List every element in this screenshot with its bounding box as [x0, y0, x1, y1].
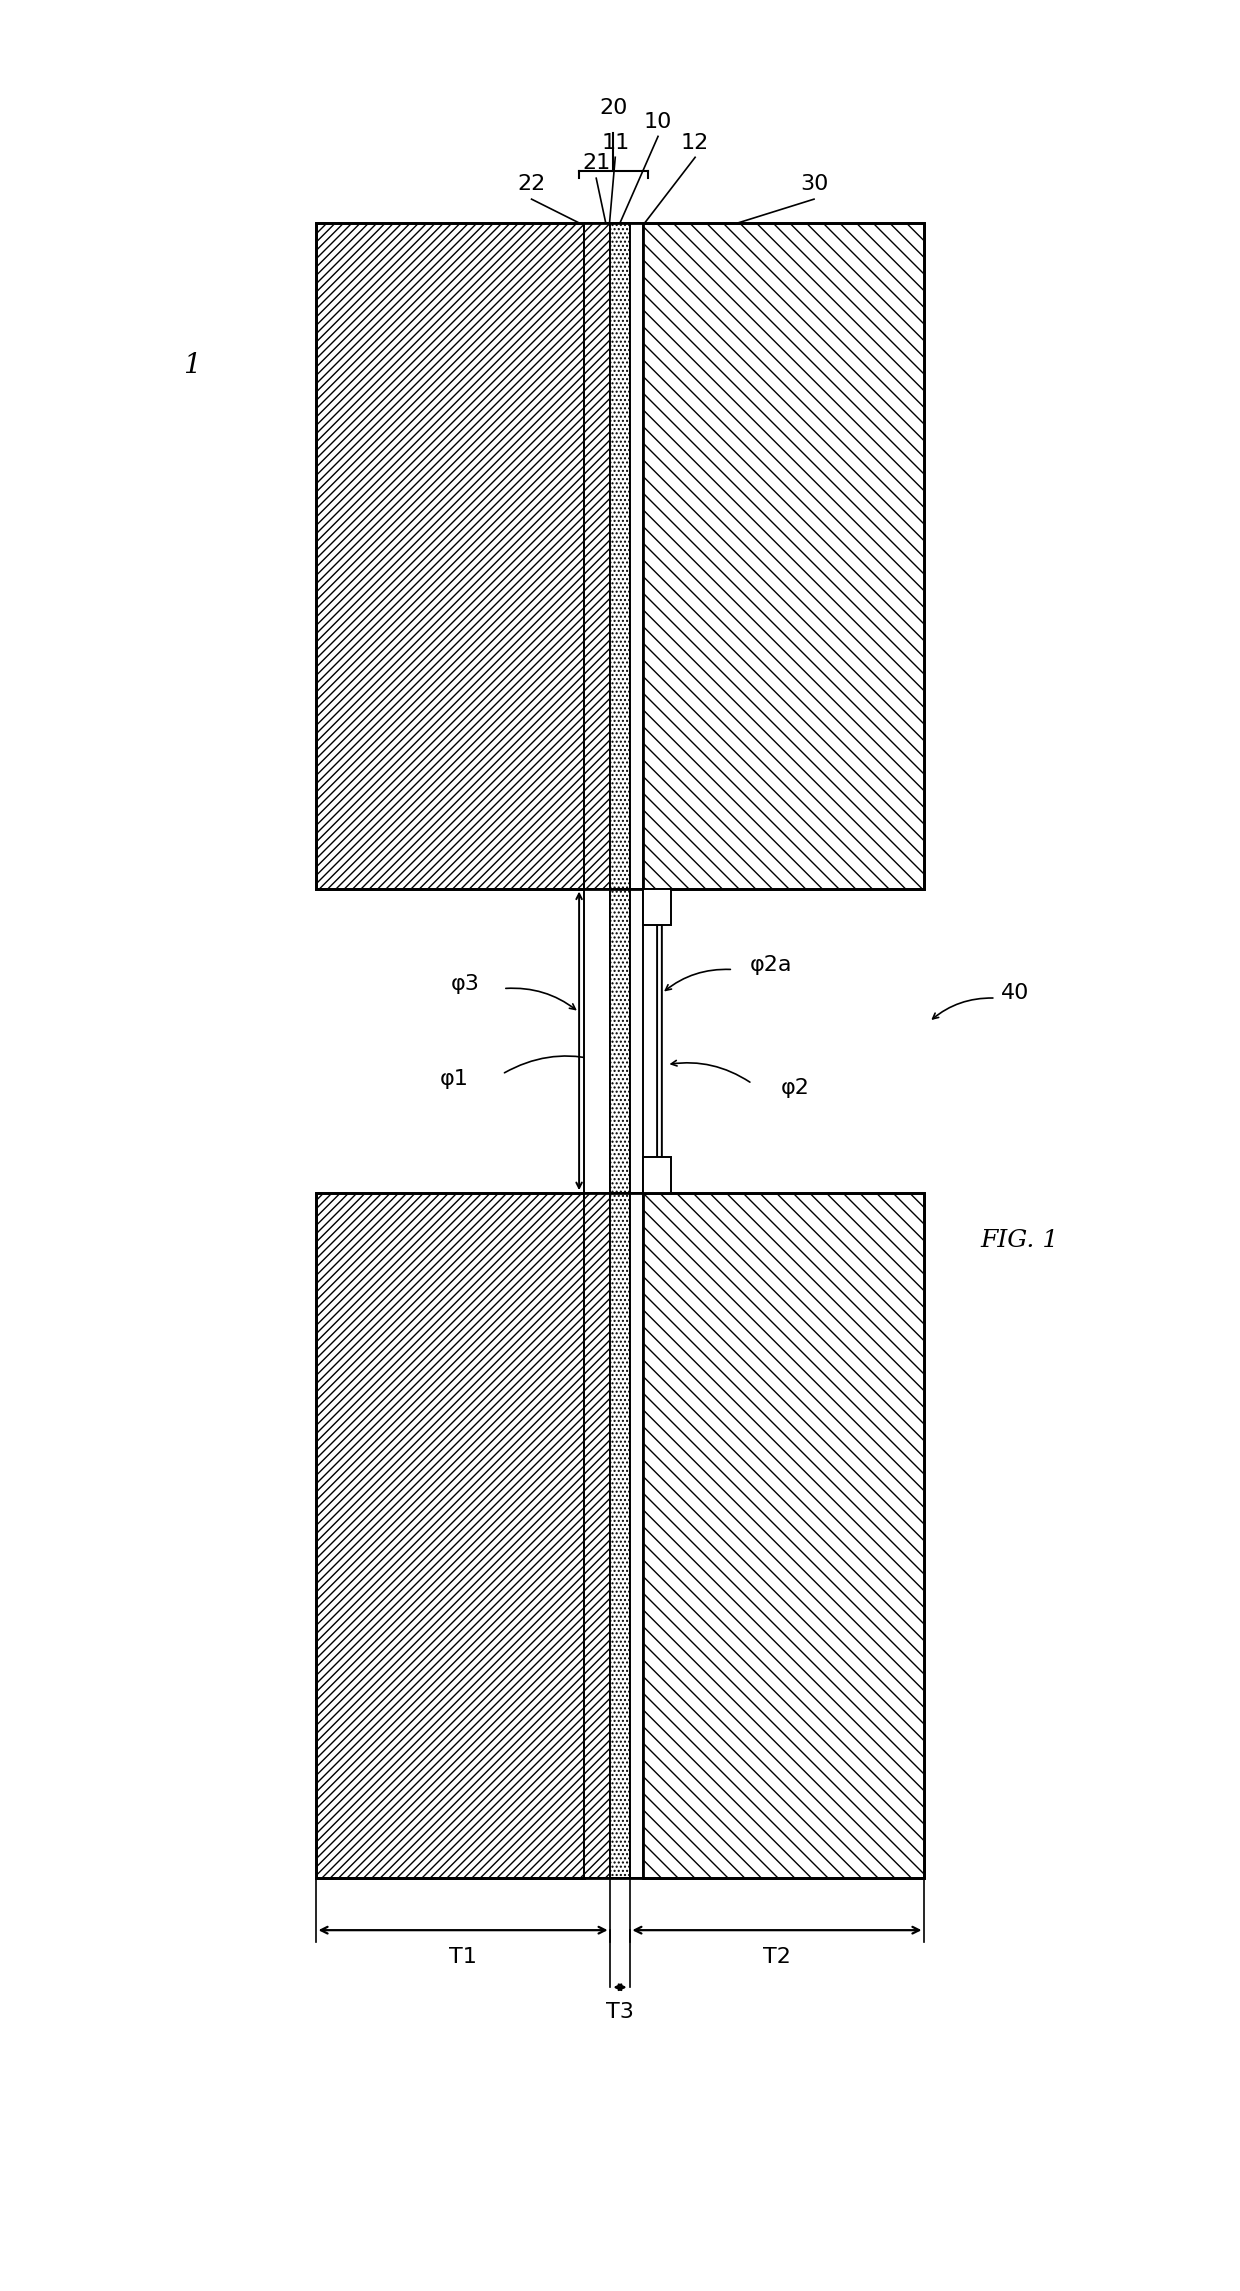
Text: 22: 22 [517, 174, 546, 195]
Bar [584, 1194, 610, 1879]
Bar [642, 1194, 924, 1879]
Bar [316, 222, 924, 889]
Bar [610, 222, 630, 889]
Bar [316, 222, 584, 889]
Bar [642, 222, 924, 889]
Text: 12: 12 [681, 133, 709, 153]
Text: φ3: φ3 [450, 974, 480, 994]
Text: 10: 10 [644, 112, 672, 131]
Bar [630, 889, 642, 1194]
Text: 11: 11 [601, 133, 630, 153]
Polygon shape [642, 1157, 671, 1194]
Polygon shape [642, 889, 671, 926]
Bar [630, 1194, 642, 1879]
Text: 30: 30 [800, 174, 828, 195]
Bar [610, 889, 630, 1194]
Text: T1: T1 [449, 1947, 477, 1968]
Bar [316, 1194, 924, 1879]
Text: 21: 21 [582, 153, 610, 174]
Text: T3: T3 [606, 2002, 634, 2021]
Text: FIG. 1: FIG. 1 [981, 1228, 1059, 1253]
Text: 20: 20 [599, 99, 627, 119]
Text: φ2: φ2 [780, 1079, 810, 1097]
Bar [584, 222, 610, 889]
Text: φ1: φ1 [440, 1070, 469, 1088]
Bar [584, 889, 610, 1194]
Bar [316, 1194, 584, 1879]
Text: 40: 40 [1001, 983, 1029, 1003]
Bar [610, 1194, 630, 1879]
Text: φ2a: φ2a [750, 955, 792, 974]
Bar [630, 222, 642, 889]
Text: 1: 1 [184, 353, 201, 378]
Text: T2: T2 [763, 1947, 791, 1968]
